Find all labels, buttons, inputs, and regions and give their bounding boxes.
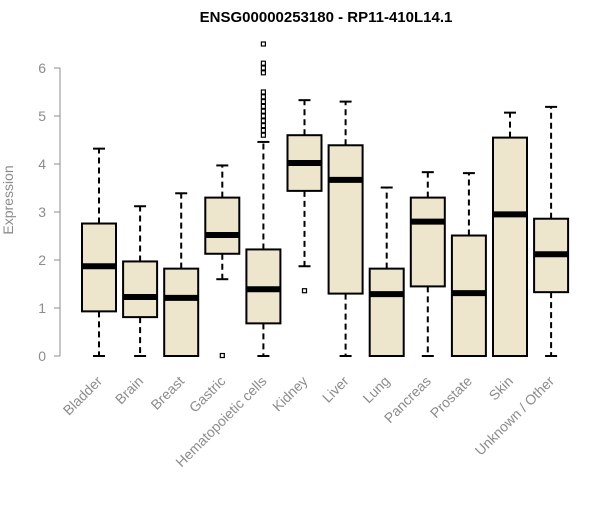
outlier-point <box>260 118 266 124</box>
box-series <box>81 41 570 359</box>
box-brain <box>122 205 159 357</box>
y-tick-label: 5 <box>38 108 46 124</box>
box-pancreas <box>409 171 446 357</box>
outlier-point <box>260 132 266 138</box>
box-rect <box>163 267 200 358</box>
box-gastric <box>204 164 241 359</box>
y-tick-label: 6 <box>38 60 46 76</box>
outlier-point <box>260 122 266 129</box>
box-unknown-other <box>533 105 570 357</box>
outlier-point <box>260 108 266 114</box>
box-rect <box>122 260 159 319</box>
outlier-point <box>260 41 266 47</box>
outlier-point <box>260 60 266 66</box>
x-tick-label: Lung <box>359 373 392 406</box>
y-tick-label: 4 <box>38 156 46 172</box>
box-breast <box>163 192 200 358</box>
box-bladder <box>81 147 117 357</box>
y-axis: 0 1 2 3 4 5 6 <box>38 60 61 364</box>
y-tick-label: 2 <box>38 252 46 268</box>
box-rect <box>204 196 241 255</box>
x-tick-label: Prostate <box>427 373 475 421</box>
box-rect <box>368 267 405 358</box>
x-tick-label: Kidney <box>269 373 311 415</box>
x-tick-label: Breast <box>147 373 187 413</box>
outlier-point <box>260 103 266 110</box>
outlier-point <box>260 98 266 105</box>
box-skin <box>492 111 528 357</box>
outlier-point <box>301 288 308 294</box>
outlier-point <box>219 352 225 359</box>
box-rect <box>327 144 364 295</box>
box-rect <box>409 196 446 288</box>
outlier-point <box>260 127 266 133</box>
x-tick-label: Bladder <box>60 373 106 419</box>
y-axis-title: Expression <box>0 165 16 234</box>
outlier-point <box>260 65 266 71</box>
box-kidney <box>286 99 323 294</box>
outlier-point <box>260 113 266 119</box>
x-tick-label: Brain <box>112 373 146 407</box>
outlier-point <box>260 94 266 100</box>
chart-title: ENSG00000253180 - RP11-410L14.1 <box>200 9 453 26</box>
y-tick-label: 0 <box>38 348 46 364</box>
box-liver <box>327 100 364 357</box>
outlier-point <box>260 70 266 76</box>
y-tick-label: 3 <box>38 204 46 220</box>
box-hematopoietic-cells <box>245 41 282 357</box>
box-rect <box>492 136 528 357</box>
x-tick-label: Skin <box>486 373 517 404</box>
x-tick-label: Liver <box>319 373 352 406</box>
box-lung <box>368 186 405 358</box>
box-prostate <box>450 172 487 358</box>
y-tick-label: 1 <box>38 300 46 316</box>
outlier-point <box>260 89 266 95</box>
